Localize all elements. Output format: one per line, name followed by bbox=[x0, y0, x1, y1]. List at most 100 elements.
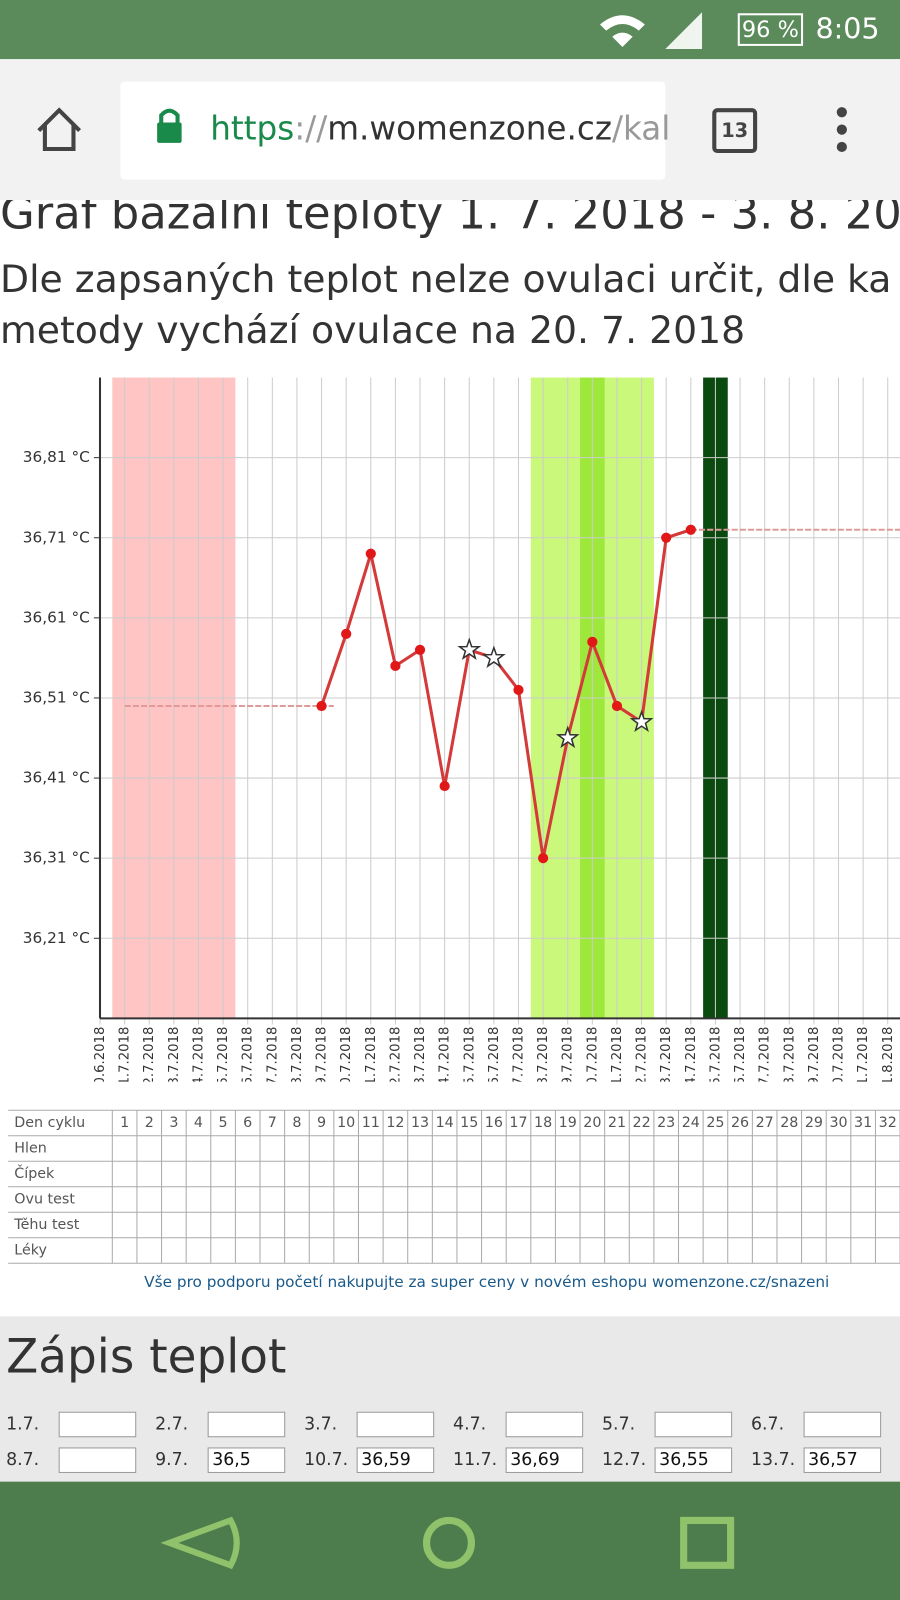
row-label: Ovu test bbox=[14, 1191, 75, 1207]
entry-label: 2.7. bbox=[155, 1414, 188, 1434]
x-tick-label: 26.7.2018 bbox=[733, 1027, 748, 1094]
day-number: 24 bbox=[682, 1115, 700, 1131]
x-tick-label: 2.7.2018 bbox=[142, 1027, 157, 1086]
day-number: 27 bbox=[756, 1115, 774, 1131]
star-point bbox=[629, 709, 654, 733]
point bbox=[365, 548, 376, 559]
tabs-button[interactable] bbox=[712, 108, 758, 154]
y-tick-label: 36,21 °C bbox=[23, 929, 90, 947]
temperature-input[interactable] bbox=[654, 1447, 733, 1473]
x-tick-label: 29.7.2018 bbox=[807, 1027, 822, 1094]
point bbox=[341, 628, 352, 639]
shop-link[interactable]: Vše pro podporu početí nakupujte za supe… bbox=[144, 1273, 829, 1291]
row-label: Léky bbox=[14, 1243, 47, 1259]
x-tick-label: 30.6.2018 bbox=[93, 1027, 108, 1094]
status-bar bbox=[0, 0, 900, 60]
temperature-input[interactable] bbox=[58, 1411, 137, 1438]
chart: 36,21 °C 36,31 °C 36,41 °C 36,51 °C 36,61 °C… bbox=[23, 377, 900, 1094]
x-tick-label: 1.7.2018 bbox=[118, 1027, 133, 1086]
day-number: 5 bbox=[219, 1115, 228, 1131]
entry-label: 8.7. bbox=[6, 1450, 39, 1470]
x-tick-label: 6.7.2018 bbox=[241, 1027, 256, 1086]
home-button[interactable] bbox=[37, 107, 82, 152]
day-number: 29 bbox=[805, 1115, 823, 1131]
x-tick-label: 13.7.2018 bbox=[413, 1027, 428, 1094]
point bbox=[439, 780, 450, 792]
y-tick-label: 36,41 °C bbox=[23, 769, 90, 787]
temperature-input[interactable] bbox=[803, 1447, 882, 1473]
day-number: 11 bbox=[362, 1115, 380, 1131]
day-number: 21 bbox=[608, 1115, 626, 1131]
x-tick-label: 17.7.2018 bbox=[511, 1027, 526, 1094]
temperature-input[interactable] bbox=[356, 1411, 435, 1438]
x-tick-label: 11.7.2018 bbox=[364, 1027, 379, 1094]
x-tick-label: 4.7.2018 bbox=[191, 1027, 206, 1086]
signal-icon bbox=[665, 12, 703, 49]
day-number: 12 bbox=[386, 1115, 404, 1131]
entry-section bbox=[0, 1316, 900, 1482]
x-tick-label: 28.7.2018 bbox=[782, 1027, 797, 1094]
star-point bbox=[457, 637, 482, 661]
point bbox=[587, 636, 598, 647]
entry-label: 13.7. bbox=[751, 1450, 795, 1470]
entry-label: 5.7. bbox=[602, 1414, 635, 1434]
battery-icon bbox=[737, 13, 804, 46]
day-number: 26 bbox=[731, 1115, 749, 1131]
home-nav-button[interactable] bbox=[422, 1516, 475, 1569]
url-bar[interactable] bbox=[120, 81, 666, 180]
input-value: 36,5 bbox=[212, 1450, 251, 1470]
url-scheme: https bbox=[210, 110, 294, 148]
x-tick-label: 31.7.2018 bbox=[856, 1027, 871, 1094]
temperature-input[interactable] bbox=[207, 1411, 286, 1438]
star-point bbox=[481, 645, 506, 669]
input-value: 36,69 bbox=[510, 1450, 560, 1470]
entry-title: Zápis teplot bbox=[6, 1330, 286, 1385]
entry-label: 12.7. bbox=[602, 1450, 646, 1470]
cycle-table: Den cyklu Hlen Čípek Ovu test Těhu test Léky 1… bbox=[8, 1109, 900, 1264]
x-tick-label: 1.8.2018 bbox=[881, 1027, 896, 1086]
row-label: Hlen bbox=[14, 1140, 47, 1156]
point bbox=[685, 524, 696, 535]
day-number: 20 bbox=[583, 1115, 601, 1131]
point bbox=[661, 532, 672, 543]
x-tick-label: 10.7.2018 bbox=[339, 1027, 354, 1094]
temperature-input[interactable] bbox=[654, 1411, 733, 1438]
day-number: 1 bbox=[120, 1115, 129, 1131]
day-number: 8 bbox=[292, 1115, 301, 1131]
day-number: 28 bbox=[780, 1115, 798, 1131]
temperature-input[interactable] bbox=[505, 1411, 584, 1438]
day-number: 14 bbox=[436, 1115, 454, 1131]
x-tick-label: 18.7.2018 bbox=[536, 1027, 551, 1094]
x-tick-label: 5.7.2018 bbox=[216, 1027, 231, 1086]
x-tick-label: 22.7.2018 bbox=[635, 1027, 650, 1094]
back-button[interactable] bbox=[160, 1516, 240, 1570]
temperature-input[interactable] bbox=[58, 1447, 137, 1473]
entry-label: 9.7. bbox=[155, 1450, 188, 1470]
day-number: 17 bbox=[509, 1115, 527, 1131]
temperature-input[interactable] bbox=[356, 1447, 435, 1473]
day-number: 2 bbox=[145, 1115, 154, 1131]
lock-icon bbox=[157, 122, 182, 143]
url-host: m.womenzone.cz bbox=[327, 110, 612, 148]
point bbox=[513, 684, 524, 696]
temperature-input[interactable] bbox=[505, 1447, 584, 1473]
subtitle: Dle zapsaných teplot nelze ovulaci určit… bbox=[0, 257, 891, 301]
recent-button[interactable] bbox=[680, 1516, 735, 1569]
temperature-input[interactable] bbox=[803, 1411, 882, 1438]
entry-label: 4.7. bbox=[453, 1414, 486, 1434]
x-tick-label: 20.7.2018 bbox=[585, 1027, 600, 1094]
x-tick-label: 21.7.2018 bbox=[610, 1027, 625, 1094]
star-point bbox=[555, 725, 580, 749]
menu-button[interactable] bbox=[836, 107, 847, 153]
day-number: 13 bbox=[411, 1115, 429, 1131]
temperature-input[interactable] bbox=[207, 1447, 286, 1473]
lock-shackle bbox=[159, 108, 180, 123]
row-label: Den cyklu bbox=[14, 1115, 85, 1131]
day-number: 7 bbox=[268, 1115, 277, 1131]
entry-label: 1.7. bbox=[6, 1414, 39, 1434]
day-number: 25 bbox=[706, 1115, 724, 1131]
wifi-icon bbox=[600, 15, 645, 47]
entry-label: 10.7. bbox=[304, 1450, 348, 1470]
